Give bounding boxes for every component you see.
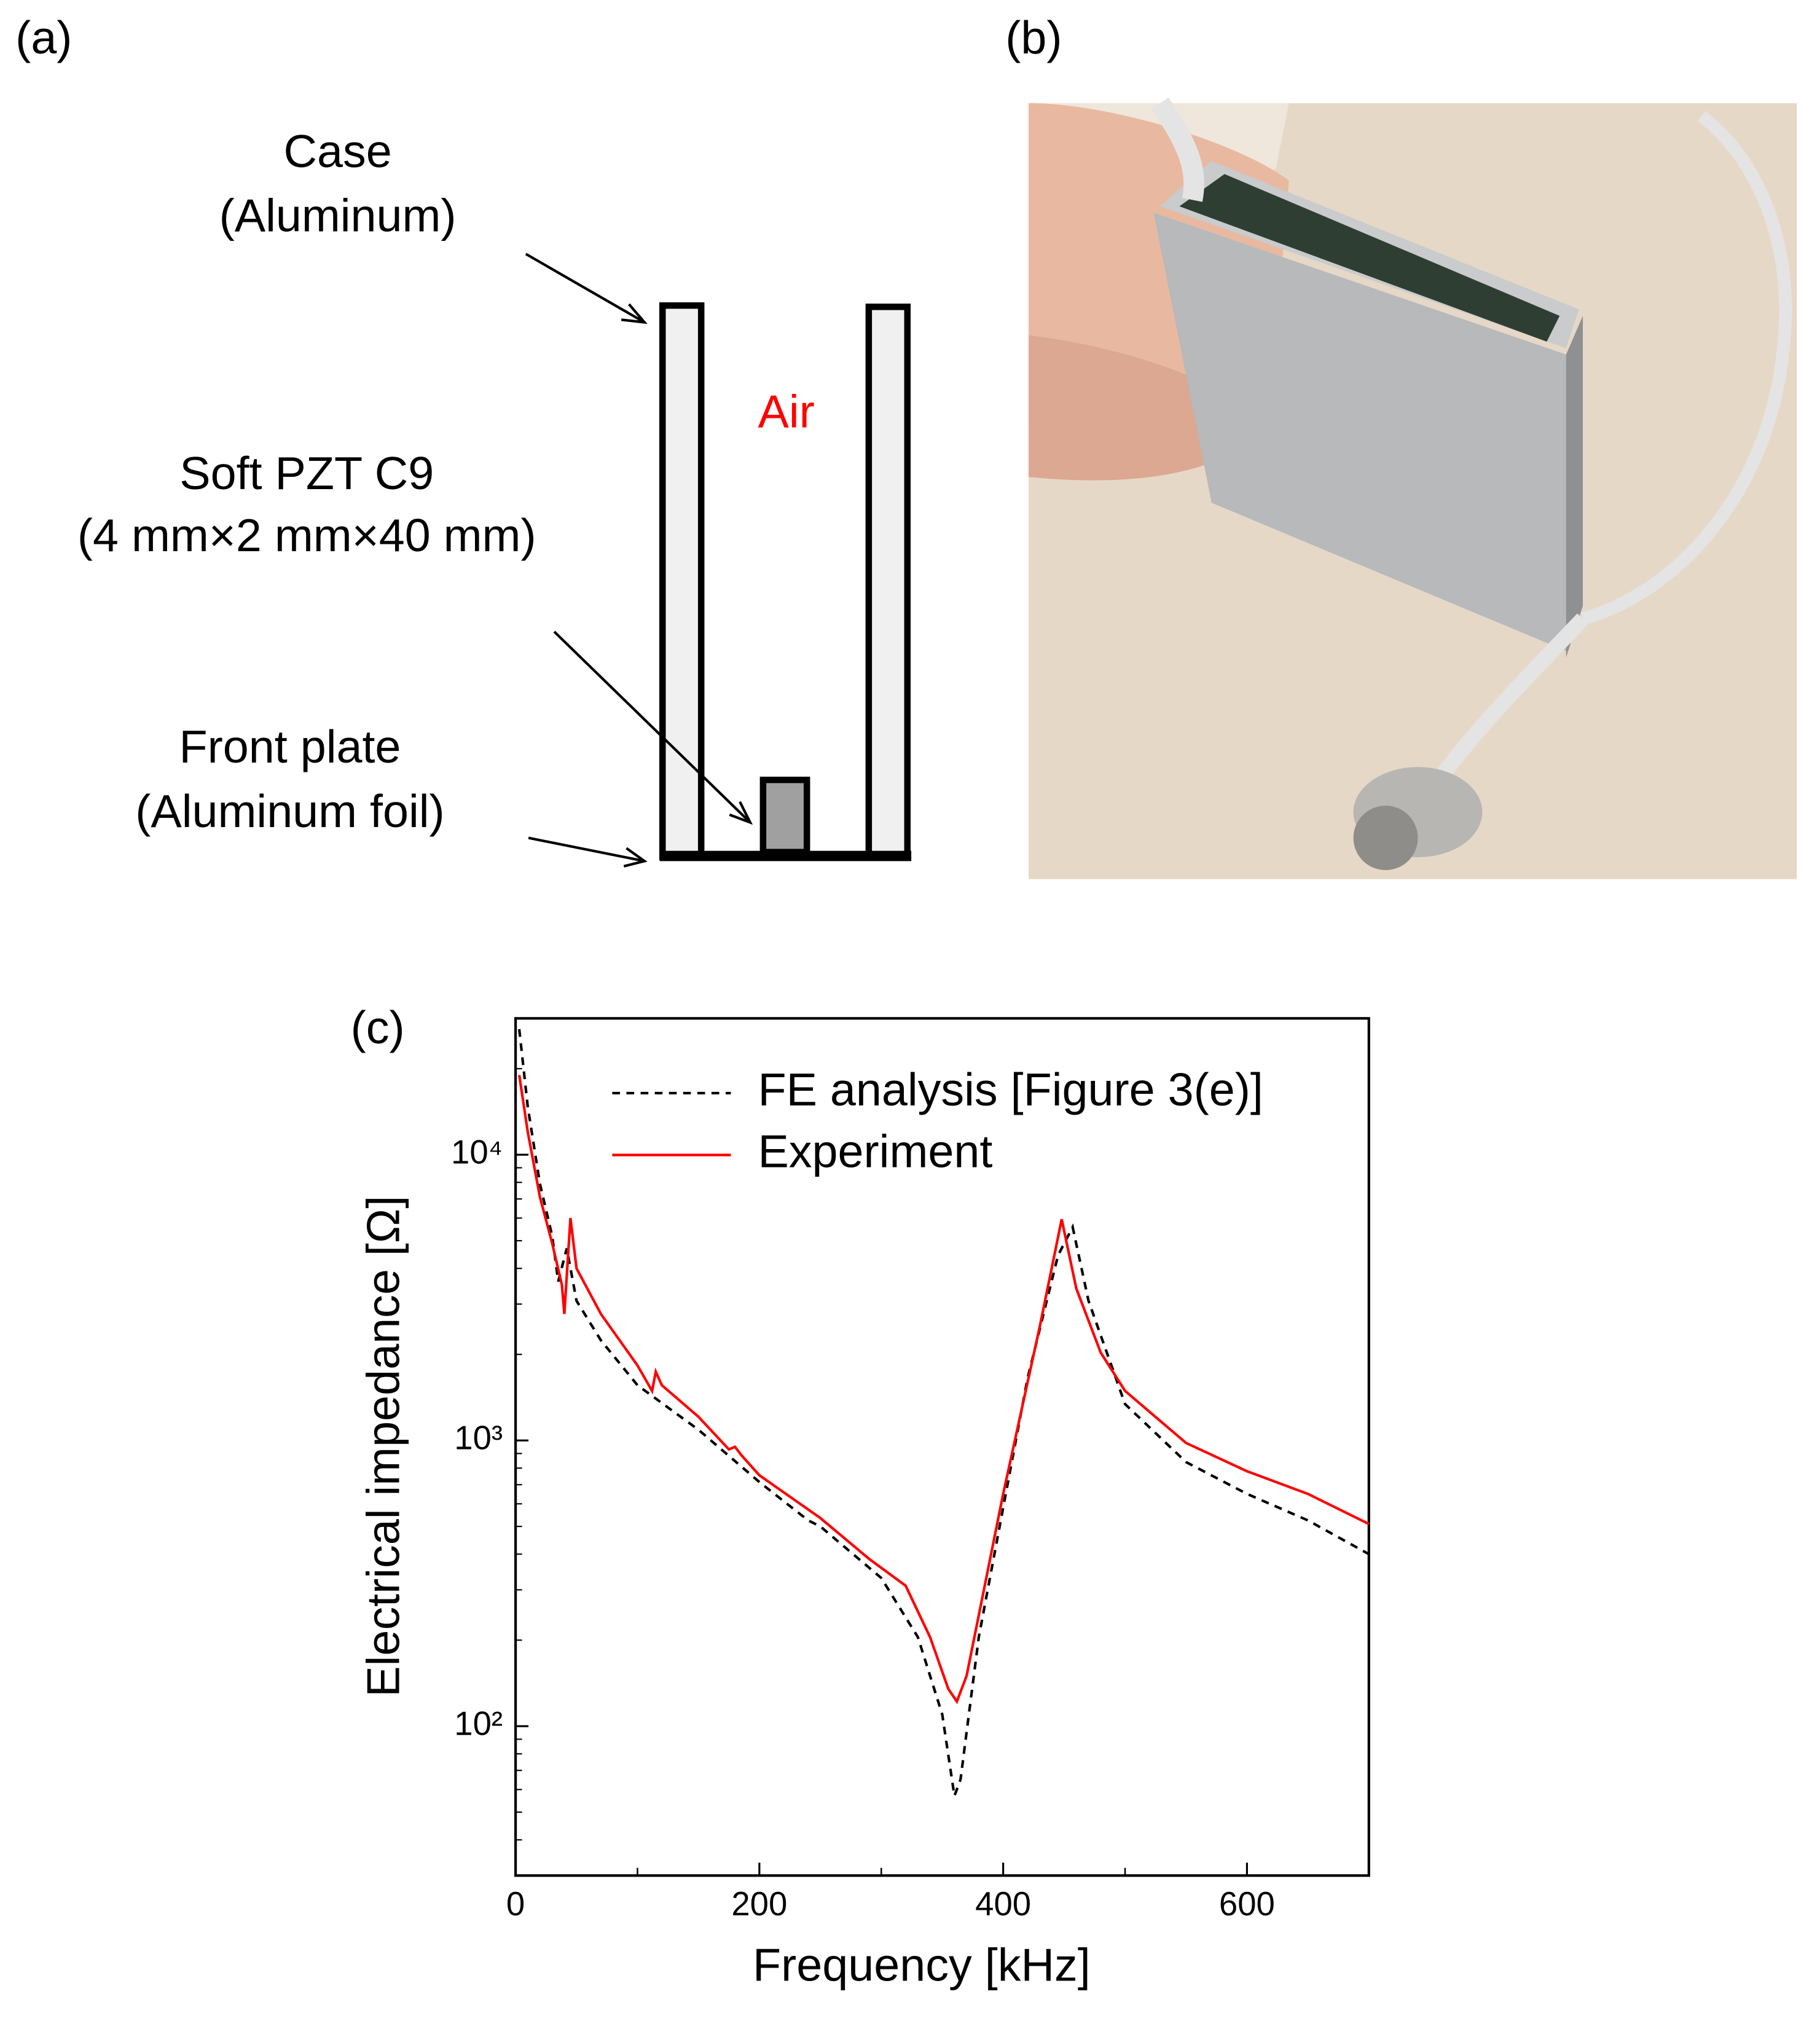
arrow — [525, 253, 645, 324]
case-front — [1153, 213, 1566, 651]
photo — [1028, 97, 1797, 879]
legend-label: Experiment — [758, 1126, 992, 1178]
cable — [1437, 613, 1589, 779]
case-side — [1566, 316, 1583, 657]
x-tick-label: 400 — [975, 1885, 1031, 1923]
pzt-size: (4 mm×2 mm×40 mm) — [77, 510, 536, 562]
arrow-head — [621, 303, 648, 324]
y-tick-label: 10² — [454, 1705, 503, 1743]
case-label: Case — [283, 126, 391, 178]
bnc-connector — [1353, 806, 1418, 871]
front-plate-label: Front plate — [179, 721, 401, 773]
pzt-label: Soft PZT C9 — [179, 448, 434, 500]
arrow-head — [623, 847, 648, 868]
cable — [1581, 111, 1792, 626]
cable — [1151, 97, 1204, 202]
schematic — [525, 253, 912, 868]
case-wall — [865, 304, 911, 861]
y-tick-label: 10³ — [454, 1419, 503, 1457]
x-tick-label: 600 — [1219, 1885, 1275, 1923]
panel-label: (a) — [15, 12, 72, 64]
case-opening — [1179, 174, 1560, 342]
front-plate-material: (Aluminum foil) — [135, 786, 444, 838]
x-tick-label: 200 — [731, 1885, 787, 1923]
panel-label: (c) — [351, 1002, 405, 1054]
case-material: (Aluminum) — [219, 190, 457, 242]
arrow — [553, 630, 751, 823]
x-tick-label: 0 — [506, 1885, 525, 1923]
x-axis-label: Frequency [kHz] — [753, 1939, 1091, 1991]
panel-label: (b) — [1005, 12, 1062, 64]
series-line — [517, 1029, 1370, 1801]
arrow — [528, 836, 645, 863]
arrow-head — [729, 801, 753, 825]
pzt — [759, 776, 810, 855]
plot-frame — [514, 1017, 1370, 1877]
case-wall — [659, 302, 705, 861]
legend-label: FE analysis [Figure 3(e)] — [758, 1064, 1263, 1116]
y-tick-label: 10⁴ — [451, 1134, 503, 1171]
series-line — [517, 1075, 1370, 1705]
air-label: Air — [758, 387, 814, 438]
arrows — [525, 253, 753, 868]
y-axis-label: Electrical impedance [Ω] — [358, 1196, 409, 1697]
